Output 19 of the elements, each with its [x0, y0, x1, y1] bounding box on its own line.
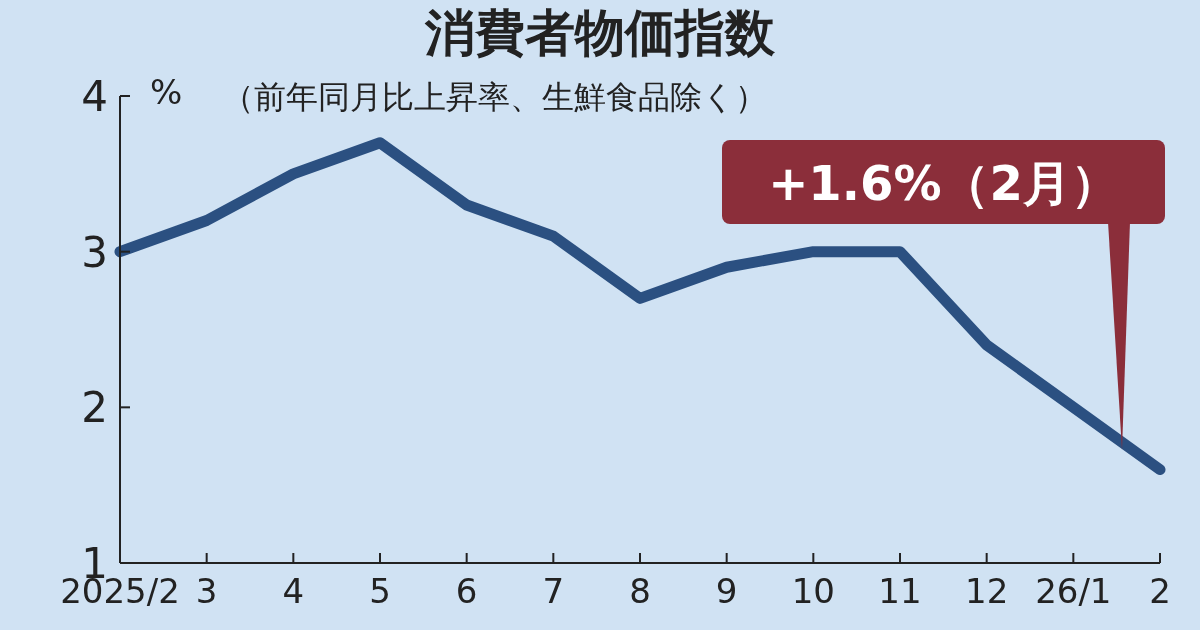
x-tick-label: 12 — [965, 571, 1009, 612]
y-axis-title: % — [150, 72, 183, 112]
x-tick-label: 9 — [715, 571, 738, 612]
x-tick-label: 2 — [1149, 571, 1171, 612]
y-tick-label: 3 — [81, 227, 108, 277]
x-tick-label: 8 — [629, 571, 651, 612]
y-tick-label: 2 — [81, 383, 108, 433]
x-tick-label: 10 — [791, 571, 835, 612]
y-tick-label: 4 — [81, 71, 108, 121]
x-tick-label: 5 — [369, 571, 391, 612]
chart-subtitle: （前年同月比上昇率、生鮮食品除く） — [222, 77, 767, 118]
x-tick-label: 4 — [282, 571, 305, 612]
annotation: +1.6%（2月） — [767, 154, 1120, 213]
chart-title: 消費者物価指数 — [424, 3, 776, 64]
x-tick-label: 6 — [455, 571, 478, 612]
x-tick-label: 11 — [878, 571, 922, 612]
x-tick-label: 7 — [542, 571, 565, 612]
x-tick-label: 3 — [195, 571, 218, 612]
x-tick-label: 26/1 — [1035, 571, 1112, 612]
